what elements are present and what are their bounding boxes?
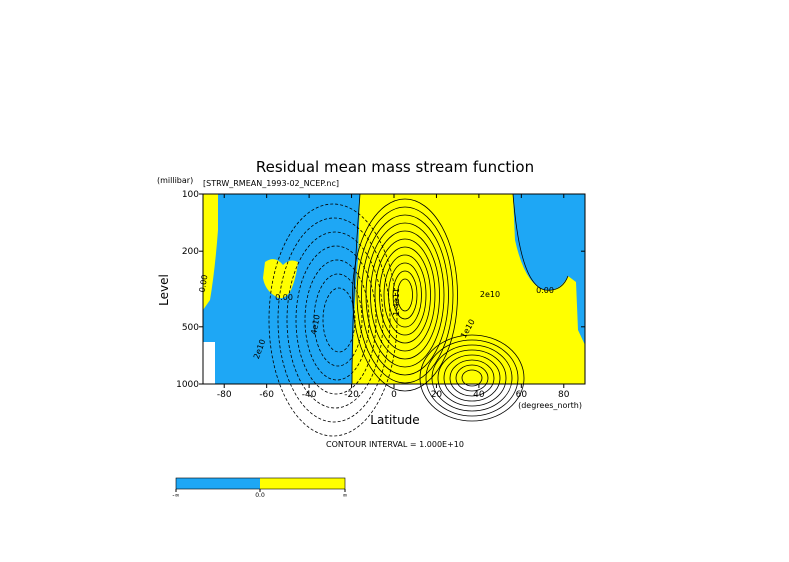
contour-label: 0.00 (275, 293, 293, 302)
contour-line (455, 364, 489, 392)
colorbar-label: ∞ (343, 492, 348, 499)
x-tick-label: 60 (516, 390, 528, 400)
x-tick-label: 0 (391, 390, 397, 400)
contour-line (388, 262, 422, 328)
missing-data (203, 342, 215, 384)
y-tick-label: 100 (182, 190, 199, 200)
plot-area (202, 193, 586, 437)
contour-line (419, 334, 525, 422)
contour-line (461, 369, 483, 387)
contour-label: 0.00 (198, 274, 210, 293)
contour-line (383, 254, 427, 336)
contour-line (392, 270, 418, 320)
contour-line (449, 359, 495, 397)
contour-line (313, 273, 363, 367)
x-tick-label: -80 (217, 390, 232, 400)
contour-line (322, 287, 356, 353)
x-tick-label: 40 (473, 390, 485, 400)
x-tick-label: 80 (558, 390, 570, 400)
contour-line (437, 349, 507, 407)
y-tick-label: 1000 (176, 380, 199, 390)
contour-line (397, 278, 413, 312)
contour-line (295, 245, 377, 395)
contour-line (379, 246, 431, 344)
colorbar-label: 0.0 (255, 492, 265, 499)
contour-line (361, 214, 449, 376)
y-units: (millibar) (157, 176, 193, 185)
contour-line (352, 198, 458, 392)
colorbar-negative (176, 478, 260, 489)
x-tick-label: -60 (259, 390, 274, 400)
contour-line (268, 203, 398, 437)
contour-line (277, 217, 391, 423)
contour-line (425, 339, 519, 417)
x-axis-label: Latitude (370, 413, 419, 427)
y-tick-label: 200 (182, 247, 199, 257)
contour-line (431, 344, 513, 412)
contour-line (351, 193, 361, 385)
y-axis-label: Level (157, 274, 171, 306)
x-tick-label: 20 (431, 390, 443, 400)
colorbar-label: -∞ (172, 492, 179, 499)
contour-label: 0.00 (536, 286, 554, 295)
contour-label: 2e10 (480, 290, 500, 299)
contour-label: 4e10 (309, 314, 321, 335)
contour-line (374, 238, 436, 352)
contours (268, 193, 569, 437)
x-tick-label: -40 (302, 390, 317, 400)
subtitle: [STRW_RMEAN_1993-02_NCEP.nc] (203, 179, 339, 188)
contour-line (512, 193, 569, 291)
x-tick-label: -20 (344, 390, 359, 400)
contour-line (365, 222, 445, 368)
footnote: CONTOUR INTERVAL = 1.000E+10 (326, 440, 464, 449)
contour-label: 1.4e11 (392, 288, 401, 316)
positive-fill (203, 194, 218, 310)
positive-fill (352, 194, 585, 384)
contour-line (356, 206, 454, 384)
contour-line (370, 230, 440, 360)
x-units: (degrees_north) (518, 401, 582, 410)
contour-line (304, 259, 370, 381)
y-tick-label: 500 (182, 323, 199, 333)
chart-title: Residual mean mass stream function (256, 158, 534, 176)
colorbar-positive (260, 478, 345, 489)
contour-line (443, 354, 501, 402)
